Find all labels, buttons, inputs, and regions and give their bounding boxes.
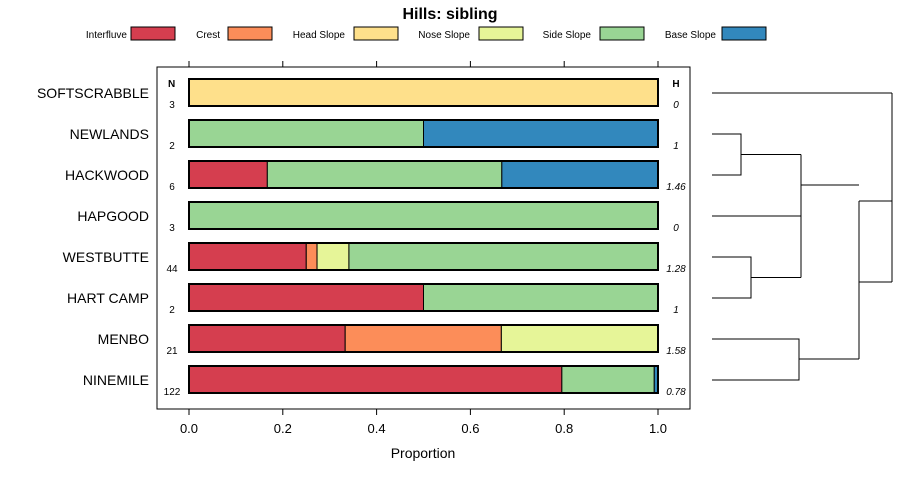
n-column-header: N [168,79,175,90]
dendrogram-link-upper [799,201,860,360]
bars-group [188,78,659,394]
bar-menbo-crest [344,324,502,353]
n-value-newlands: 2 [169,141,175,152]
bar-hapgood-side-slope [188,201,659,230]
bar-hart-camp-interfluve [188,283,424,312]
category-label-softscrabble: SOFTSCRABBLE [37,85,149,101]
bar-hart-camp-side-slope [423,283,659,312]
plot-frame [156,66,691,410]
bar-outline-hapgood [188,201,659,230]
category-label-hart-camp: HART CAMP [67,290,149,306]
bar-westbutte-crest [305,242,318,271]
dendrogram-link-hapgood [712,154,802,217]
bar-softscrabble-head-slope [188,78,659,107]
dendrogram-link-newlands-hackwood [712,133,742,176]
x-tick-label-0: 0.0 [180,421,198,436]
bar-menbo-nose-slope [500,324,659,353]
legend-label-base-slope: Base Slope [665,30,717,41]
x-tick-label-5: 1.0 [649,421,667,436]
bar-ninemile-side-slope [561,365,655,394]
n-value-hackwood: 6 [169,182,175,193]
dendrogram-link-menbo-ninemile [712,338,800,381]
dendrogram-link-group-a-b [751,184,859,278]
bar-outline-ninemile [188,365,659,394]
category-label-newlands: NEWLANDS [70,126,149,142]
bar-newlands-base-slope [423,119,659,148]
bar-hackwood-side-slope [266,160,503,189]
legend-swatch-interfluve [130,26,176,41]
category-label-ninemile: NINEMILE [83,372,149,388]
legend-swatch-head-slope [353,26,399,41]
legend-swatch-nose-slope [478,26,524,41]
h-value-menbo: 1.58 [666,346,686,357]
bar-outline-newlands [188,119,659,148]
dendrogram [712,92,893,381]
x-tick-label-4: 0.8 [555,421,573,436]
n-value-westbutte: 44 [166,264,178,275]
category-label-hapgood: HAPGOOD [77,208,149,224]
h-value-hart-camp: 1 [673,305,679,316]
legend-swatch-base-slope [721,26,767,41]
category-label-menbo: MENBO [98,331,149,347]
category-label-westbutte: WESTBUTTE [63,249,149,265]
category-label-hackwood: HACKWOOD [65,167,149,183]
x-axis: 0.0 0.2 0.4 0.6 0.8 1.0 [180,61,667,436]
legend-swatch-crest [227,26,273,41]
x-tick-label-2: 0.4 [368,421,386,436]
bar-westbutte-side-slope [348,242,659,271]
h-value-ninemile: 0.78 [666,387,686,398]
legend-label-interfluve: Interfluve [86,30,128,41]
n-value-ninemile: 122 [164,387,181,398]
x-tick-label-1: 0.2 [274,421,292,436]
bar-westbutte-interfluve [188,242,307,271]
bar-outline-westbutte [188,242,659,271]
bar-outline-softscrabble [188,78,659,107]
x-tick-label-3: 0.6 [461,421,479,436]
bar-outline-hackwood [188,160,659,189]
n-value-hart-camp: 2 [169,305,175,316]
dendrogram-link-root [859,93,893,283]
legend-label-crest: Crest [196,30,220,41]
h-value-westbutte: 1.28 [666,264,686,275]
h-column-header: H [672,79,679,90]
bar-ninemile-interfluve [188,365,563,394]
legend: Interfluve Crest Head Slope Nose Slope Side … [86,26,767,41]
h-value-newlands: 1 [673,141,679,152]
bar-menbo-interfluve [188,324,346,353]
legend-label-nose-slope: Nose Slope [418,30,470,41]
x-axis-title: Proportion [391,445,456,461]
bar-outline-menbo [188,324,659,353]
h-value-hackwood: 1.46 [666,182,686,193]
bar-newlands-side-slope [188,119,424,148]
dendrogram-link-westbutte-hartcamp [712,256,752,299]
n-value-menbo: 21 [166,346,178,357]
h-value-hapgood: 0 [673,223,679,234]
bar-outline-hart-camp [188,283,659,312]
legend-label-head-slope: Head Slope [293,30,346,41]
chart-title: Hills: sibling [402,6,497,23]
h-value-softscrabble: 0 [673,100,679,111]
n-value-hapgood: 3 [169,223,175,234]
legend-swatch-side-slope [599,26,645,41]
n-value-softscrabble: 3 [169,100,175,111]
bar-westbutte-nose-slope [316,242,350,271]
bar-hackwood-base-slope [501,160,659,189]
bar-hackwood-interfluve [188,160,268,189]
legend-label-side-slope: Side Slope [543,30,592,41]
